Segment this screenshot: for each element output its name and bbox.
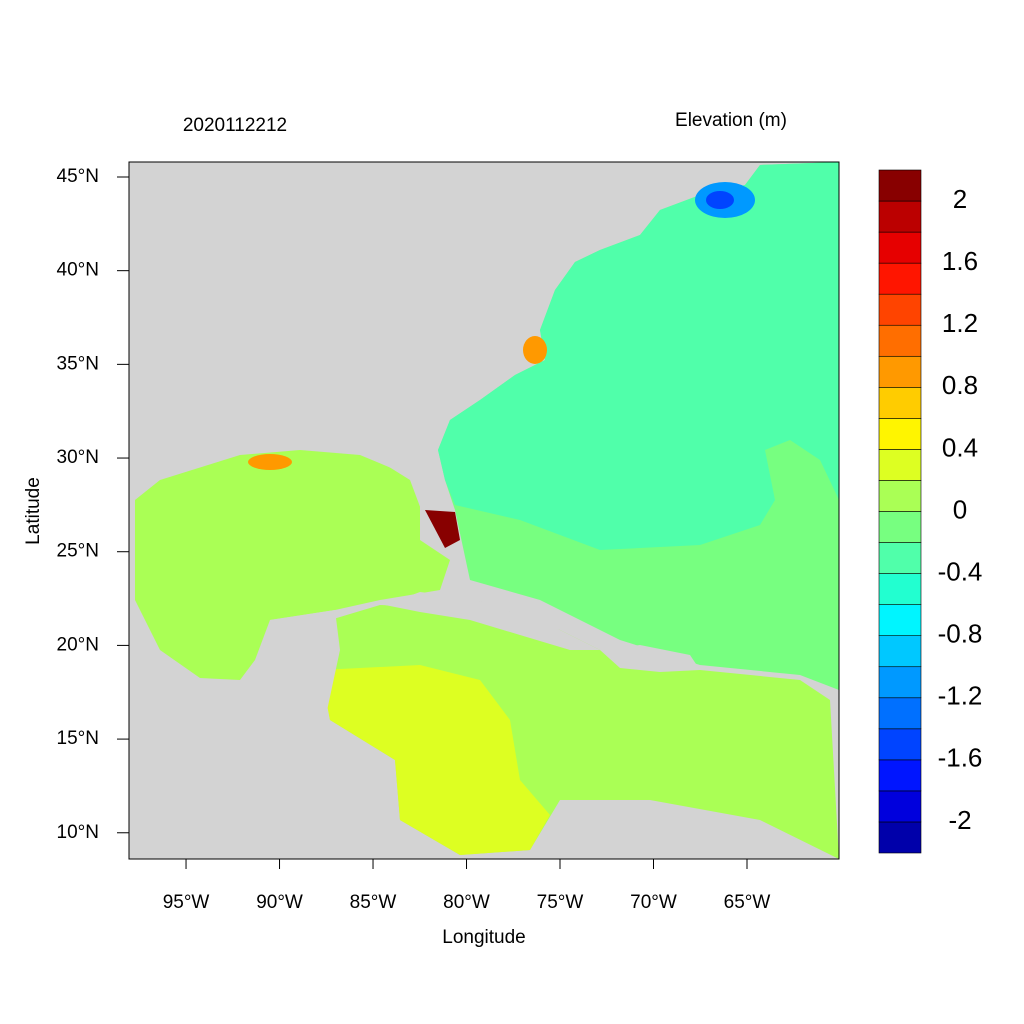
colorbar-band [878, 324, 922, 357]
colorbar-band [878, 169, 922, 202]
y-tick-label: 35°N [57, 353, 99, 374]
colorbar-band [878, 355, 922, 388]
colorbar-band [878, 200, 922, 233]
x-tick-label: 95°W [163, 892, 210, 913]
colorbar-tick-label: -2 [948, 805, 971, 835]
colorbar-tick-label: 0 [953, 494, 967, 524]
colorbar-band [878, 697, 922, 730]
y-tick-label: 30°N [57, 447, 99, 468]
x-tick-label: 90°W [256, 892, 303, 913]
colorbar-tick-label: -1.6 [938, 743, 983, 773]
y-tick-label: 10°N [57, 822, 99, 843]
colorbar-tick-label: -1.2 [938, 681, 983, 711]
colorbar-band [878, 418, 922, 450]
colorbar-band [878, 821, 922, 854]
y-tick-label: 40°N [57, 260, 99, 281]
colorbar-tick-label: 1.2 [942, 308, 978, 338]
colorbar-band [878, 666, 922, 699]
y-tick-label: 20°N [57, 634, 99, 655]
map-frame [128, 161, 840, 860]
colorbar-band [878, 262, 922, 295]
colorbar-title: Elevation (m) [675, 110, 787, 131]
colorbar-band [878, 790, 922, 823]
x-tick-label: 80°W [443, 892, 490, 913]
y-axis-label: Latitude [23, 477, 44, 545]
y-tick-label: 15°N [57, 728, 99, 749]
florida-surge [425, 510, 460, 548]
colorbar-band [878, 293, 922, 326]
gulf-of-mexico [135, 450, 450, 680]
colorbar-band [878, 231, 922, 264]
map [128, 161, 840, 860]
y-tick-label: 45°N [57, 166, 99, 187]
gulf-of-maine-core [706, 191, 734, 209]
colorbar-band [878, 573, 922, 605]
cuba [385, 592, 600, 650]
colorbar-band [878, 604, 922, 636]
colorbar-band [878, 728, 922, 761]
colorbar-tick-label: 1.6 [942, 246, 978, 276]
atlantic-north [438, 162, 839, 550]
colorbar-tick-label: -0.4 [938, 556, 983, 586]
x-tick-label: 65°W [724, 892, 771, 913]
colorbar-band [878, 511, 922, 543]
yucatan [260, 610, 340, 720]
colorbar-tick-label: -0.8 [938, 619, 983, 649]
colorbar-band [878, 480, 922, 512]
colorbar-tick-label: 0.8 [942, 370, 978, 400]
hispaniola [600, 645, 700, 672]
colorbar-band [878, 449, 922, 481]
y-tick-label: 25°N [57, 541, 99, 562]
colorbar-tick-label: 0.4 [942, 432, 978, 462]
colorbar-band [878, 387, 922, 419]
x-tick-label: 85°W [350, 892, 397, 913]
x-axis-label: Longitude [442, 927, 525, 948]
colorbar-tick-label: 2 [953, 184, 967, 214]
chart-title: 2020112212 [183, 115, 287, 136]
x-tick-label: 70°W [630, 892, 677, 913]
x-tick-label: 75°W [537, 892, 584, 913]
colorbar-band [878, 759, 922, 792]
western-caribbean [320, 665, 550, 855]
chesapeake-surge [523, 336, 547, 364]
louisiana-surge [248, 454, 292, 470]
colorbar-band [878, 635, 922, 668]
colorbar: 2 1.6 1.2 0.8 0.4 0 -0.4 -0.8 -1.2 -1.6 -2 [878, 169, 983, 854]
colorbar-band [878, 542, 922, 574]
